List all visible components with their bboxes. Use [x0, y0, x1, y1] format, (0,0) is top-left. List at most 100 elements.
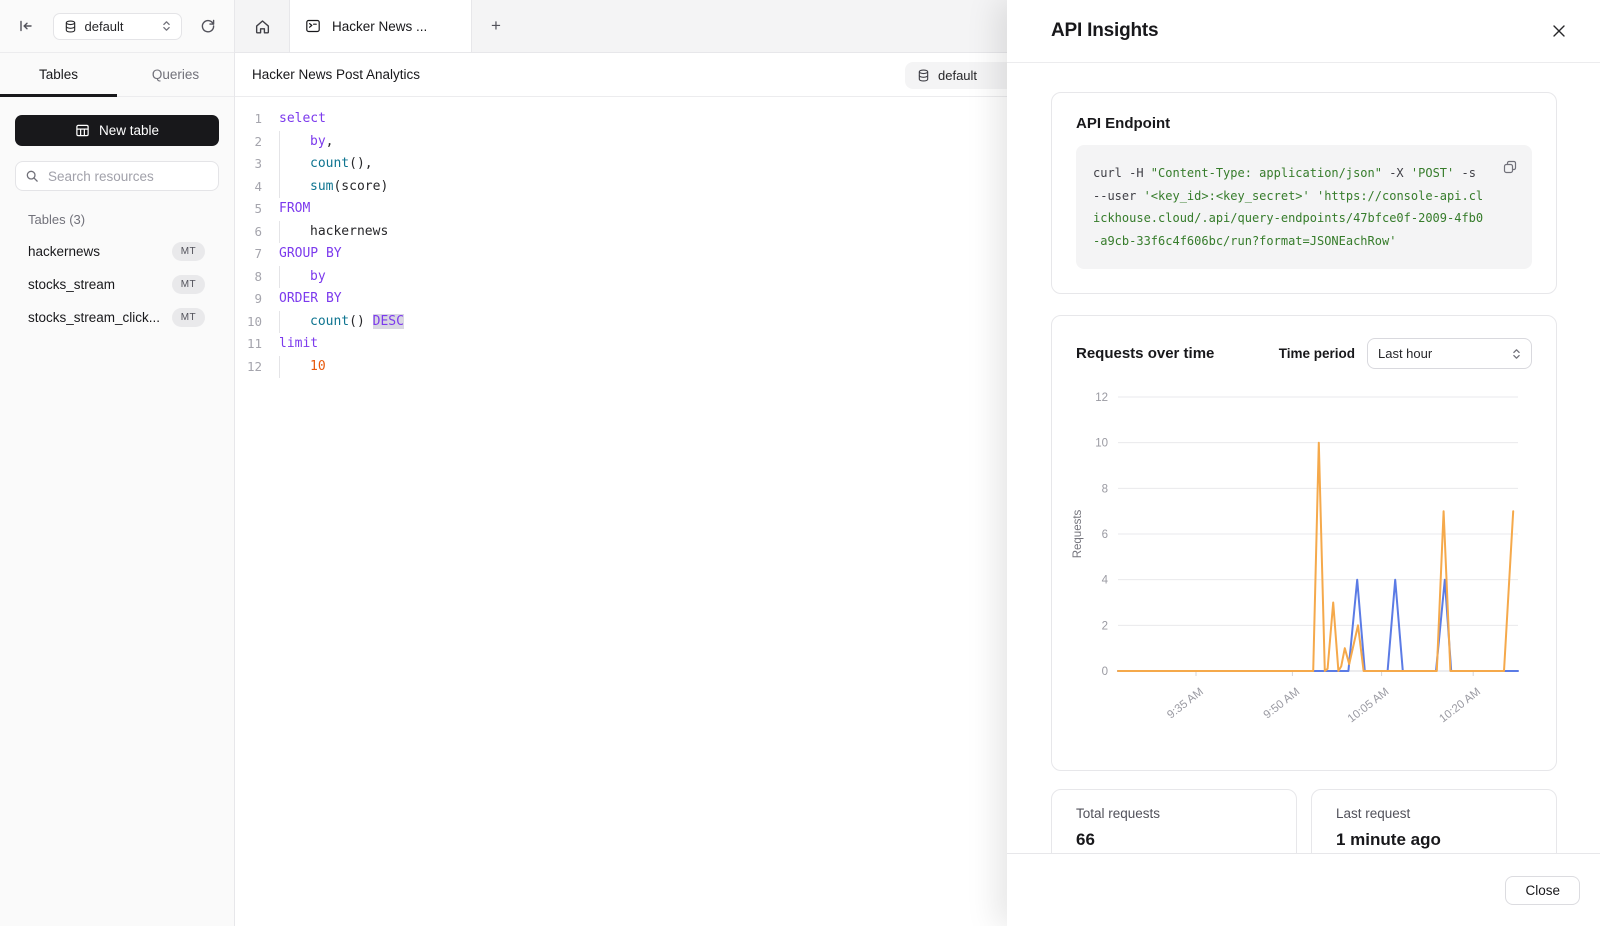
panel-body: API Endpoint curl -H "Content-Type: appl…: [1007, 63, 1600, 899]
line-number: 5: [254, 201, 262, 216]
svg-text:10: 10: [1095, 438, 1108, 450]
panel-header: API Insights: [1007, 0, 1600, 63]
line-number: 3: [254, 156, 262, 171]
time-period-select[interactable]: Last hour: [1367, 338, 1532, 369]
line-number: 4: [254, 178, 262, 194]
line-number: 12: [247, 358, 263, 374]
code-content: hackernews: [279, 220, 388, 244]
code-content: limit: [279, 336, 319, 351]
line-number: 11: [247, 336, 263, 351]
code-content: by: [279, 265, 326, 289]
collapse-sidebar-button[interactable]: [12, 12, 40, 40]
code-content: by,: [279, 130, 333, 154]
sql-editor[interactable]: 1 select 2 by, 3 count(), 4 sum(score) 5 FROM 6 hac…: [235, 97, 1600, 378]
chevron-updown-icon: [162, 21, 170, 31]
new-table-label: New table: [98, 123, 160, 138]
line-number: 2: [254, 133, 262, 149]
editor-database-value: default: [938, 68, 978, 83]
code-line[interactable]: 7 GROUP BY: [247, 243, 1600, 266]
table-name: stocks_stream_click...: [28, 310, 161, 325]
table-engine-badge: MT: [171, 242, 205, 261]
svg-text:4: 4: [1102, 575, 1109, 587]
line-number: 10: [247, 313, 263, 329]
tab-hacker-news-query[interactable]: Hacker News ...: [290, 0, 472, 52]
code-line[interactable]: 11 limit: [247, 333, 1600, 356]
api-endpoint-card: API Endpoint curl -H "Content-Type: appl…: [1051, 92, 1557, 294]
database-selector[interactable]: default: [52, 12, 182, 40]
home-button[interactable]: [235, 0, 290, 52]
svg-text:9:50 AM: 9:50 AM: [1262, 686, 1303, 721]
code-line[interactable]: 6 hackernews: [247, 220, 1600, 244]
new-table-button[interactable]: New table: [15, 115, 219, 146]
svg-text:12: 12: [1095, 392, 1108, 404]
search-box: [15, 161, 219, 191]
svg-text:10:20 AM: 10:20 AM: [1437, 686, 1483, 725]
svg-text:6: 6: [1102, 529, 1108, 541]
sidebar-toolbar: default: [0, 0, 234, 53]
copy-button[interactable]: [1499, 156, 1521, 178]
code-line[interactable]: 9 ORDER BY: [247, 288, 1600, 311]
line-number: 8: [254, 268, 262, 284]
requests-chart: 0 2 4 6 8 10 12 Requests 9:35 AM 9:50 AM 10:05 AM 1…: [1072, 392, 1519, 725]
api-insights-panel: API Insights API Endpoint curl -H "Conte…: [1007, 0, 1600, 926]
code-line[interactable]: 12 10: [247, 355, 1600, 379]
code-line[interactable]: 2 by,: [247, 130, 1600, 154]
last-request-label: Last request: [1336, 806, 1411, 821]
line-number: 6: [254, 223, 262, 239]
copy-icon: [1503, 160, 1517, 174]
svg-text:0: 0: [1102, 666, 1108, 678]
code-content: ORDER BY: [279, 291, 342, 306]
table-list-item[interactable]: stocks_stream_click... MT: [15, 301, 219, 334]
refresh-button[interactable]: [194, 12, 222, 40]
close-panel-button[interactable]: [1546, 18, 1572, 44]
code-content: FROM: [279, 201, 311, 216]
panel-title: API Insights: [1051, 20, 1159, 41]
table-list: hackernews MT stocks_stream MT stocks_stream…: [15, 235, 219, 334]
time-period-value: Last hour: [1378, 346, 1433, 361]
tab-tables[interactable]: Tables: [0, 53, 117, 97]
chart-header: Requests over time Time period Last hour: [1072, 338, 1536, 369]
last-request-value: 1 minute ago: [1336, 830, 1441, 849]
close-button[interactable]: Close: [1505, 875, 1580, 905]
line-number: 1: [254, 111, 262, 126]
table-engine-badge: MT: [171, 275, 205, 294]
table-grid-icon: [76, 124, 89, 137]
total-requests-label: Total requests: [1076, 806, 1161, 821]
curl-command: curl -H "Content-Type: application/json"…: [1093, 166, 1484, 248]
code-line[interactable]: 3 count(),: [247, 153, 1600, 176]
code-content: count() DESC: [279, 310, 404, 334]
code-content: select: [279, 111, 326, 126]
code-line[interactable]: 1 select: [247, 108, 1600, 131]
table-name: stocks_stream: [28, 277, 116, 292]
code-content: GROUP BY: [279, 246, 342, 261]
sidebar-content: New table Tables (3) hackernewsMTstocks_…: [0, 97, 234, 334]
svg-text:Requests: Requests: [1072, 509, 1084, 558]
svg-text:2: 2: [1102, 620, 1108, 632]
collapse-sidebar-icon: [20, 20, 32, 32]
code-line[interactable]: 4 sum(score): [247, 175, 1600, 199]
tab-queries[interactable]: Queries: [117, 53, 234, 96]
chart-title: Requests over time: [1076, 345, 1215, 362]
database-icon: [65, 19, 75, 33]
curl-command-block: curl -H "Content-Type: application/json"…: [1076, 145, 1532, 269]
code-line[interactable]: 5 FROM: [247, 198, 1600, 221]
tab-title: Hacker News ...: [332, 18, 428, 34]
code-line[interactable]: 10 count() DESC: [247, 310, 1600, 334]
new-tab-button[interactable]: +: [472, 0, 520, 52]
code-line[interactable]: 8 by: [247, 265, 1600, 289]
search-input[interactable]: [46, 167, 209, 185]
api-endpoint-title: API Endpoint: [1076, 115, 1171, 132]
table-list-item[interactable]: stocks_stream MT: [15, 268, 219, 301]
table-name: hackernews: [28, 244, 101, 259]
last-request-card: Last request 1 minute ago: [1311, 789, 1557, 899]
line-number: 7: [254, 246, 262, 261]
panel-footer: Close: [1007, 853, 1600, 926]
code-content: sum(score): [279, 175, 388, 199]
home-icon: [255, 19, 269, 33]
query-title: Hacker News Post Analytics: [252, 67, 421, 82]
requests-chart-card: Requests over time Time period Last hour…: [1051, 315, 1557, 771]
database-selector-value: default: [84, 18, 124, 34]
terminal-icon: [306, 19, 320, 33]
svg-text:9:35 AM: 9:35 AM: [1165, 686, 1206, 721]
table-list-item[interactable]: hackernews MT: [15, 235, 219, 268]
